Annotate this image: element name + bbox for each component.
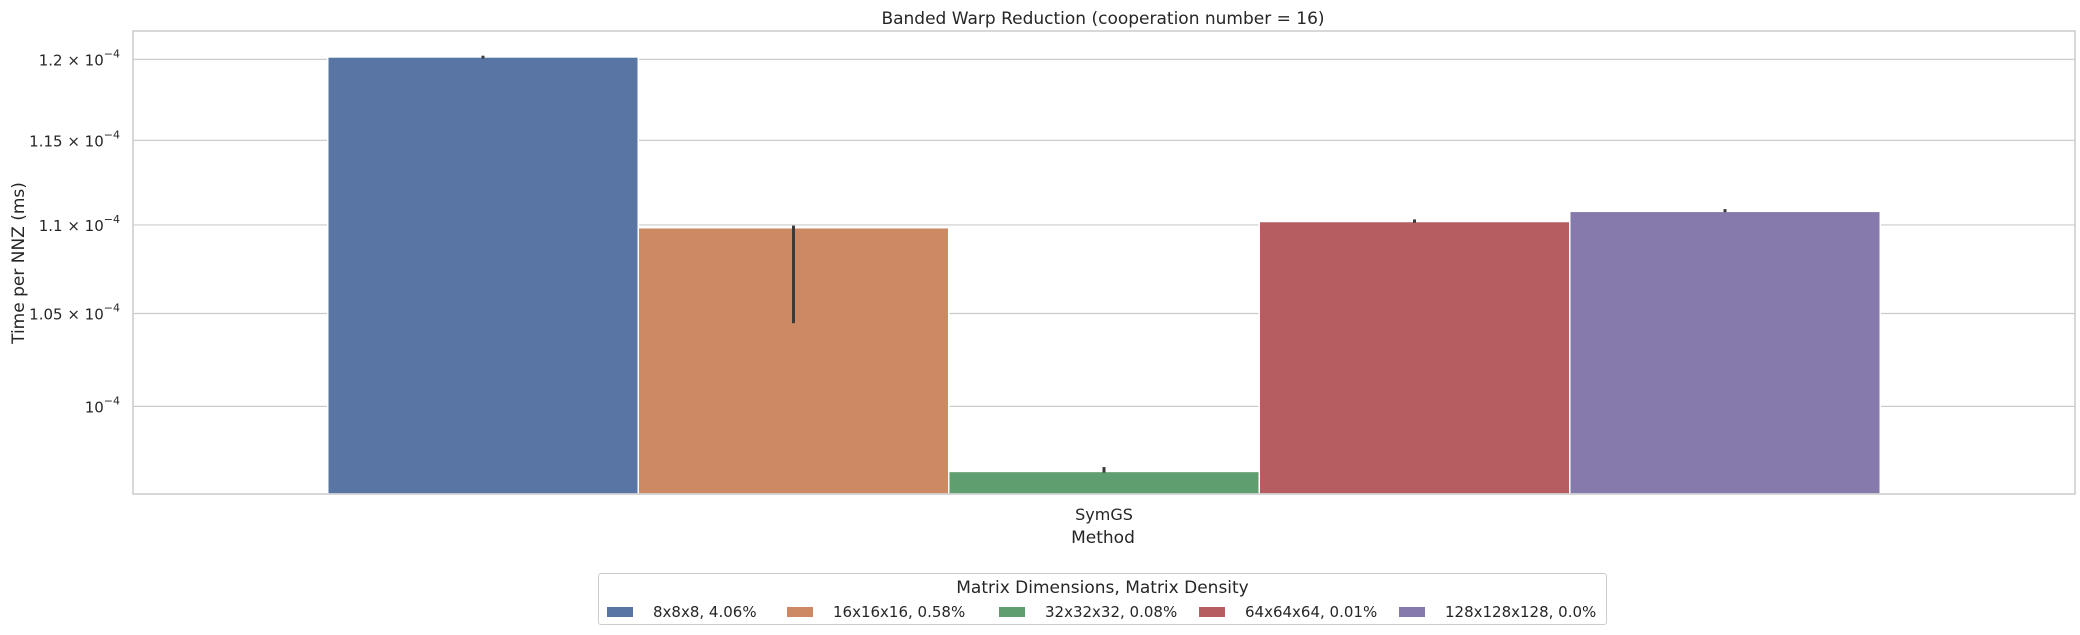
legend-label: 8x8x8, 4.06%: [653, 603, 757, 621]
legend: Matrix Dimensions, Matrix Density 8x8x8,…: [598, 573, 1607, 625]
legend-label: 128x128x128, 0.0%: [1445, 603, 1597, 621]
error-bar-layer: [481, 55, 1727, 473]
legend-item: 32x32x32, 0.08%: [999, 602, 1177, 622]
x-tick-label: SymGS: [1075, 505, 1133, 524]
legend-swatch: [607, 607, 633, 617]
legend-item: 8x8x8, 4.06%: [607, 602, 757, 622]
plot-frame: [132, 30, 2076, 495]
chart-title: Banded Warp Reduction (cooperation numbe…: [881, 9, 1324, 29]
y-tick-label: 1.1 × 10−4: [39, 213, 120, 235]
y-tick-label: 1.05 × 10−4: [29, 301, 120, 323]
y-tick-label: 10−4: [85, 394, 120, 416]
y-tick-label: 1.15 × 10−4: [29, 128, 120, 150]
legend-item: 16x16x16, 0.58%: [787, 602, 965, 622]
x-axis-label: Method: [1071, 528, 1135, 548]
bar: [948, 470, 1260, 495]
y-axis-label: Time per NNZ (ms): [9, 182, 29, 345]
legend-swatch: [1399, 607, 1425, 617]
legend-swatch: [999, 607, 1025, 617]
legend-label: 32x32x32, 0.08%: [1045, 603, 1178, 621]
y-tick-label: 1.2 × 10−4: [39, 47, 120, 69]
y-tick-labels: 10−4 1.05 × 10−4 1.1 × 10−4 1.15 × 10−4 1.2 …: [29, 47, 120, 416]
bar: [1569, 210, 1881, 495]
x-tick-labels: SymGS: [1075, 505, 1133, 524]
legend-swatch: [1199, 607, 1225, 617]
legend-item: 64x64x64, 0.01%: [1199, 602, 1377, 622]
legend-item: 128x128x128, 0.0%: [1399, 602, 1596, 622]
legend-title: Matrix Dimensions, Matrix Density: [956, 578, 1249, 598]
bar: [1258, 220, 1571, 495]
legend-swatch: [787, 607, 813, 617]
bar-layer: [327, 56, 1881, 495]
bar: [327, 56, 639, 495]
legend-label: 64x64x64, 0.01%: [1245, 603, 1378, 621]
legend-label: 16x16x16, 0.58%: [833, 603, 966, 621]
